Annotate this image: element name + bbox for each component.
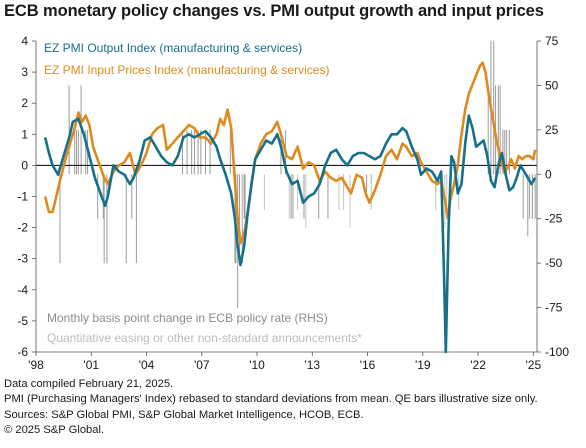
output-layer — [43, 114, 537, 354]
right-tick-label: 75 — [545, 34, 559, 48]
right-tick-label: -100 — [545, 345, 569, 359]
left-tick-label: -2 — [17, 221, 28, 235]
x-tick-label: '07 — [194, 358, 210, 372]
footnotes: Data compiled February 21, 2025. PMI (Pu… — [4, 377, 538, 438]
x-tick-label: '01 — [83, 358, 99, 372]
input-prices-layer — [43, 61, 537, 245]
left-tick-label: -1 — [17, 190, 28, 204]
x-tick-label: '16 — [360, 358, 376, 372]
right-tick-label: 25 — [545, 123, 559, 137]
left-tick-label: 0 — [21, 158, 28, 172]
x-tick-label: '98 — [28, 358, 44, 372]
note-copyright: © 2025 S&P Global. — [4, 423, 105, 436]
note-sources: Sources: S&P Global PMI, S&P Global Mark… — [4, 408, 364, 421]
right-tick-label: -75 — [545, 301, 563, 315]
left-tick-label: 1 — [21, 127, 28, 141]
left-tick-label: 4 — [21, 34, 28, 48]
chart-title: ECB monetary policy changes vs. PMI outp… — [4, 2, 544, 20]
left-tick-label: -3 — [17, 252, 28, 266]
output-index-line — [43, 114, 537, 354]
right-tick-label: -25 — [545, 212, 563, 226]
qe-bars-layer — [241, 174, 460, 228]
left-tick-label: -4 — [17, 283, 28, 297]
right-tick-label: 50 — [545, 78, 559, 92]
x-tick-label: '04 — [139, 358, 155, 372]
left-axis: 4 3 2 1 0 -1 -2 -3 -4 -5 -6 — [17, 34, 36, 359]
left-tick-label: 3 — [21, 65, 28, 79]
x-tick-label: '22 — [470, 358, 486, 372]
left-tick-label: -5 — [17, 314, 28, 328]
right-tick-label: 0 — [545, 167, 552, 181]
legend-policy: Monthly basis point change in ECB policy… — [47, 311, 328, 325]
right-tick-label: -50 — [545, 256, 563, 270]
x-tick-label: '25 — [525, 358, 541, 372]
left-tick-label: 2 — [21, 96, 28, 110]
input-prices-line — [43, 61, 537, 245]
x-tick-label: '19 — [415, 358, 431, 372]
x-tick-label: '13 — [304, 358, 320, 372]
note-methodology: PMI (Purchasing Managers' Index) rebased… — [4, 393, 538, 406]
x-axis: '98 '01 '04 '07 '10 '13 '16 '19 '22 '25 — [28, 352, 541, 372]
x-tick-label: '10 — [249, 358, 265, 372]
note-date: Data compiled February 21, 2025. — [4, 378, 174, 390]
left-tick-label: -6 — [17, 345, 28, 359]
legend-qe: Quantitative easing or other non-standar… — [47, 331, 362, 345]
legend-output: EZ PMI Output Index (manufacturing & ser… — [44, 41, 302, 55]
legend-input: EZ PMI Input Prices Index (manufacturing… — [44, 63, 329, 77]
right-axis: 75 50 25 0 -25 -50 -75 -100 — [537, 34, 569, 359]
